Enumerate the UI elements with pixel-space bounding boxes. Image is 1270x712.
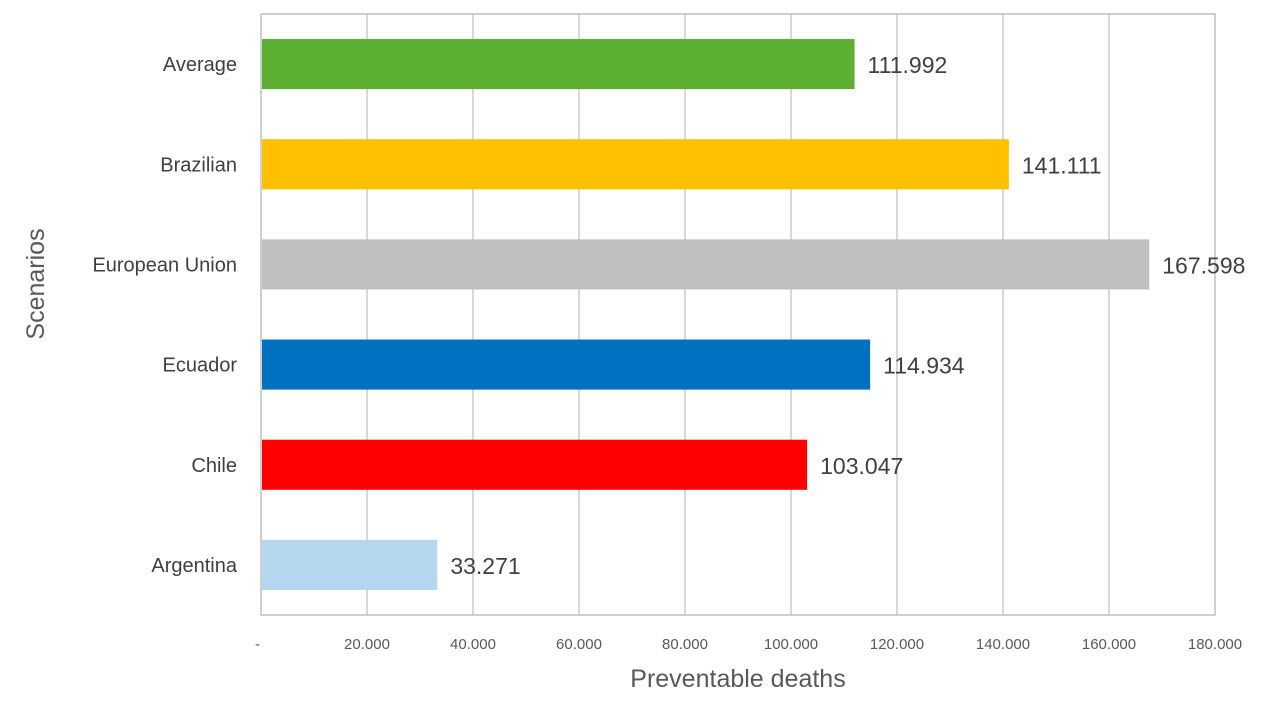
data-label: 33.271 (450, 553, 520, 579)
category-label: Brazilian (160, 154, 237, 176)
y-axis-title: Scenarios (22, 228, 50, 339)
data-label: 167.598 (1162, 252, 1245, 278)
plot-area (260, 13, 1216, 616)
data-label: 114.934 (883, 353, 965, 379)
category-label: European Union (92, 254, 237, 276)
x-tick-label: 80.000 (662, 636, 708, 653)
bars (262, 39, 1150, 590)
x-tick-label: 20.000 (344, 636, 390, 653)
data-label: 111.992 (868, 52, 948, 78)
bar-chile (262, 439, 808, 490)
bar-ecuador (262, 339, 871, 390)
bar-brazilian (262, 139, 1009, 190)
x-tick-label: 100.000 (764, 636, 818, 653)
data-label: 141.111 (1022, 152, 1102, 178)
gridlines (366, 14, 1110, 615)
x-axis-title: Preventable deaths (630, 665, 845, 693)
x-tick-label: 140.000 (976, 636, 1030, 653)
data-labels: 33.271 103.047 114.934 167.598 141.111 111.99… (450, 52, 1245, 579)
x-tick-label: 160.000 (1082, 636, 1136, 653)
bar-average (262, 39, 855, 90)
category-label: Chile (191, 455, 237, 477)
category-label: Ecuador (163, 355, 238, 377)
bar-argentina (262, 539, 438, 590)
x-tick-label: 60.000 (556, 636, 602, 653)
x-tick-label: 120.000 (870, 636, 924, 653)
x-tick-label: 40.000 (450, 636, 496, 653)
category-label: Argentina (151, 555, 237, 577)
x-tick-labels: - 20.000 40.000 60.000 80.000 100.000 120.000 1… (255, 636, 1242, 653)
x-tick-label: 180.000 (1188, 636, 1242, 653)
bar-european-union (262, 239, 1150, 290)
x-tick-label: - (255, 636, 260, 653)
data-label: 103.047 (820, 453, 903, 479)
category-labels: Argentina Chile Ecuador European Union Brazi… (92, 54, 237, 577)
category-label: Average (163, 54, 237, 76)
